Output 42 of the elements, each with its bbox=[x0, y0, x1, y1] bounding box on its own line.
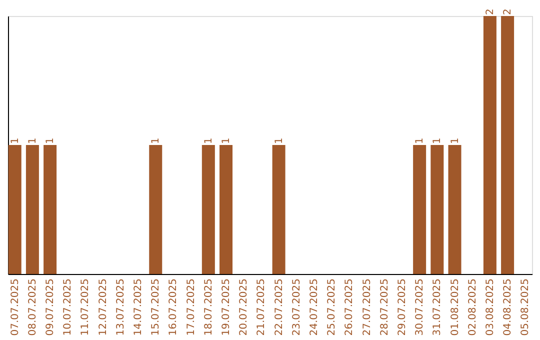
x-tick-label: 25.07.2025 bbox=[326, 278, 338, 336]
data-label: 1 bbox=[414, 138, 426, 144]
x-tick-label: 05.08.2025 bbox=[520, 278, 532, 336]
x-tick-label: 11.07.2025 bbox=[80, 278, 92, 336]
x-tick-label: 30.07.2025 bbox=[414, 278, 426, 336]
data-label: 1 bbox=[150, 138, 162, 144]
data-label: 2 bbox=[502, 8, 514, 15]
x-tick-label: 17.07.2025 bbox=[186, 278, 197, 336]
data-label: 1 bbox=[274, 138, 285, 144]
x-tick-label: 21.07.2025 bbox=[256, 278, 268, 336]
data-label: 2 bbox=[484, 8, 496, 15]
data-label: 1 bbox=[10, 138, 21, 144]
x-tick-label: 29.07.2025 bbox=[396, 278, 408, 336]
x-tick-label: 07.07.2025 bbox=[10, 278, 21, 336]
x-tick-label: 12.07.2025 bbox=[98, 278, 109, 336]
data-label: 1 bbox=[221, 138, 232, 144]
x-tick-label: 22.07.2025 bbox=[274, 278, 285, 336]
x-tick-label: 18.07.2025 bbox=[203, 278, 214, 336]
x-tick-label: 08.07.2025 bbox=[27, 278, 38, 336]
x-tick-label: 02.08.2025 bbox=[467, 278, 478, 336]
data-label: 1 bbox=[27, 138, 38, 144]
x-tick-label: 14.07.2025 bbox=[133, 278, 144, 336]
data-label: 1 bbox=[450, 138, 461, 144]
x-tick-label: 20.07.2025 bbox=[238, 278, 250, 336]
x-tick-label: 01.08.2025 bbox=[450, 278, 461, 336]
x-tick-label: 13.07.2025 bbox=[115, 278, 126, 336]
x-tick-label: 23.07.2025 bbox=[291, 278, 302, 336]
x-tick-label: 16.07.2025 bbox=[168, 278, 180, 336]
x-tick-label: 31.07.2025 bbox=[432, 278, 444, 336]
x-tick-label: 03.08.2025 bbox=[484, 278, 496, 336]
x-tick-label: 15.07.2025 bbox=[150, 278, 162, 336]
x-tick-label: 10.07.2025 bbox=[62, 278, 74, 336]
x-tick-label: 04.08.2025 bbox=[502, 278, 514, 336]
x-tick-label: 19.07.2025 bbox=[221, 278, 232, 336]
x-tick-label: 28.07.2025 bbox=[379, 278, 390, 336]
data-label: 1 bbox=[203, 138, 214, 144]
x-tick-label: 26.07.2025 bbox=[344, 278, 356, 336]
data-label: 1 bbox=[432, 138, 444, 144]
x-tick-label: 09.07.2025 bbox=[45, 278, 56, 336]
x-tick-label: 24.07.2025 bbox=[308, 278, 320, 336]
x-tick-label: 27.07.2025 bbox=[362, 278, 373, 336]
data-label: 1 bbox=[45, 138, 56, 144]
